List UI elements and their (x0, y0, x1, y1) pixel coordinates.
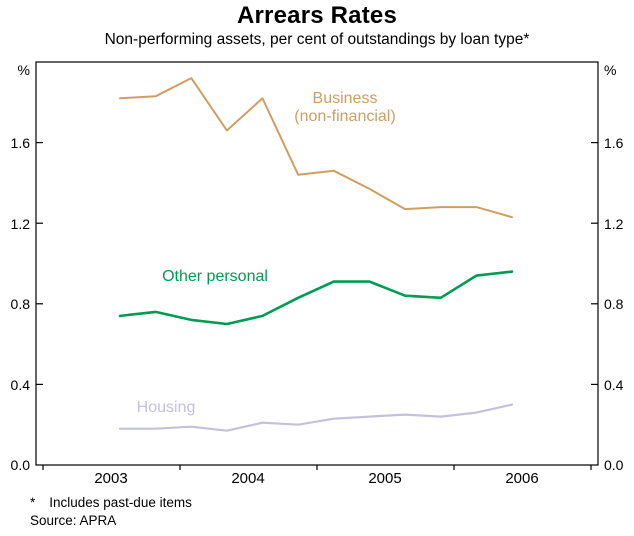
y-tick-right-1.6: 1.6 (604, 135, 624, 151)
y-tick-left-0.0: 0.0 (10, 457, 30, 473)
page-title: Arrears Rates (236, 2, 398, 29)
series-label-business: Business (non-financial) (265, 90, 425, 126)
source-note: Source: APRA (30, 513, 117, 528)
x-tick-2005: 2005 (368, 470, 402, 487)
footnote: * Includes past-due items (30, 494, 192, 511)
y-tick-left-1.6: 1.6 (10, 135, 30, 151)
footnote-text: Includes past-due items (49, 495, 192, 510)
y-tick-left-0.4: 0.4 (10, 377, 30, 393)
y-tick-right-0.8: 0.8 (604, 296, 624, 312)
y-axis-unit-left: % (17, 62, 30, 78)
chart-subtitle: Non-performing assets, per cent of outst… (104, 31, 530, 48)
y-tick-right-0.4: 0.4 (604, 377, 624, 393)
y-tick-right-1.2: 1.2 (604, 216, 624, 232)
y-tick-right-0.0: 0.0 (604, 457, 624, 473)
x-tick-2003: 2003 (94, 470, 128, 487)
y-axis-unit-right: % (604, 62, 617, 78)
footnote-marker: * (30, 495, 36, 510)
x-tick-2004: 2004 (231, 470, 265, 487)
series-label-housing: Housing (136, 399, 196, 416)
series-label-other-personal: Other personal (162, 268, 268, 285)
y-tick-left-1.2: 1.2 (10, 216, 30, 232)
y-tick-left-0.8: 0.8 (10, 296, 30, 312)
series-label-business-line1: Business (312, 90, 378, 107)
x-tick-2006: 2006 (505, 470, 539, 487)
series-label-business-line2: (non-financial) (294, 108, 396, 125)
